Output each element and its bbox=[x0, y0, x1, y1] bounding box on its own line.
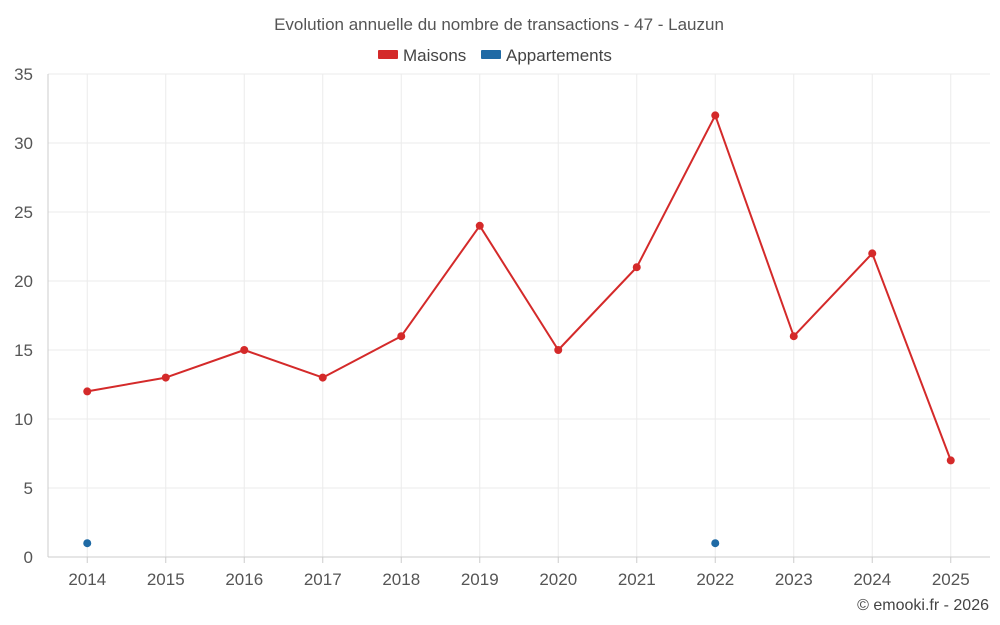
point-maisons-2017 bbox=[318, 373, 327, 382]
x-axis: 2014 2015 2016 2017 2018 2019 2020 2021 2022 2023… bbox=[68, 557, 970, 589]
y-tick-label-5: 5 bbox=[24, 479, 33, 498]
legend-item-maisons[interactable]: Maisons bbox=[378, 46, 466, 65]
series-appartements bbox=[83, 539, 720, 548]
legend: Maisons Appartements bbox=[378, 46, 612, 65]
point-maisons-2022 bbox=[711, 111, 720, 120]
chart-title: Evolution annuelle du nombre de transact… bbox=[274, 15, 724, 34]
y-tick-label-10: 10 bbox=[14, 410, 33, 429]
x-tick-label-2018: 2018 bbox=[382, 570, 420, 589]
x-tick-label-2014: 2014 bbox=[68, 570, 106, 589]
point-maisons-2018 bbox=[397, 332, 406, 341]
x-tick-label-2020: 2020 bbox=[539, 570, 577, 589]
series-maisons bbox=[83, 111, 955, 465]
point-appartements-2022 bbox=[711, 539, 720, 548]
legend-swatch-maisons bbox=[378, 50, 398, 59]
point-maisons-2016 bbox=[240, 346, 249, 354]
legend-swatch-appartements bbox=[481, 50, 501, 59]
x-tick-label-2017: 2017 bbox=[304, 570, 342, 589]
x-tick-label-2021: 2021 bbox=[618, 570, 656, 589]
y-tick-label-20: 20 bbox=[14, 272, 33, 291]
x-tick-label-2019: 2019 bbox=[461, 570, 499, 589]
grid bbox=[47, 73, 990, 558]
legend-label-maisons: Maisons bbox=[403, 46, 466, 65]
plot-area bbox=[83, 111, 955, 548]
x-tick-label-2015: 2015 bbox=[147, 570, 185, 589]
y-tick-label-0: 0 bbox=[24, 548, 33, 567]
credit: © emooki.fr - 2026 bbox=[857, 597, 989, 614]
y-tick-label-25: 25 bbox=[14, 203, 33, 222]
point-maisons-2025 bbox=[946, 456, 955, 465]
point-maisons-2023 bbox=[789, 332, 798, 341]
x-tick-label-2022: 2022 bbox=[696, 570, 734, 589]
point-maisons-2014 bbox=[83, 387, 92, 396]
legend-item-appartements[interactable]: Appartements bbox=[481, 46, 612, 65]
point-maisons-2015 bbox=[161, 373, 170, 382]
y-tick-label-15: 15 bbox=[14, 341, 33, 360]
y-axis: 0 5 10 15 20 25 30 35 bbox=[14, 65, 33, 567]
x-tick-label-2023: 2023 bbox=[775, 570, 813, 589]
point-appartements-2014 bbox=[83, 539, 92, 548]
point-maisons-2020 bbox=[554, 346, 563, 354]
x-tick-label-2025: 2025 bbox=[932, 570, 970, 589]
y-tick-label-35: 35 bbox=[14, 65, 33, 84]
x-tick-label-2016: 2016 bbox=[225, 570, 263, 589]
legend-label-appartements: Appartements bbox=[506, 46, 612, 65]
series-line-maisons bbox=[87, 114, 952, 461]
point-maisons-2024 bbox=[868, 249, 877, 258]
point-maisons-2019 bbox=[475, 221, 484, 230]
x-tick-label-2024: 2024 bbox=[853, 570, 891, 589]
point-maisons-2021 bbox=[632, 263, 641, 272]
y-tick-label-30: 30 bbox=[14, 134, 33, 153]
